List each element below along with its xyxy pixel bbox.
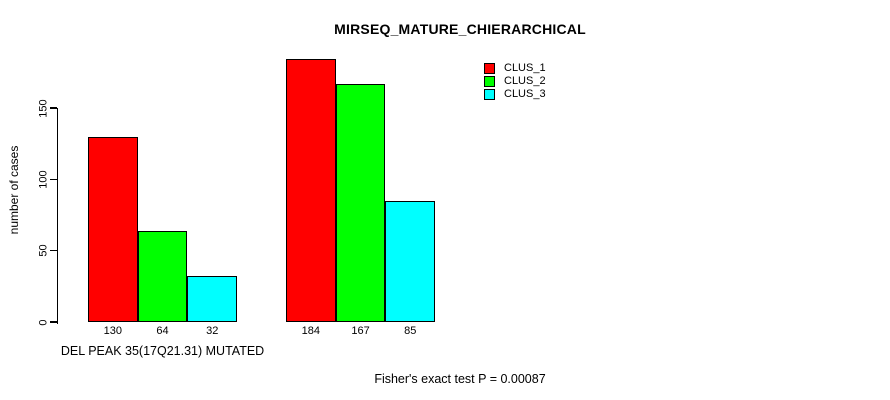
y-axis-tick-label: 150 [37,98,50,118]
legend-row: CLUS_2 [484,75,546,88]
legend-swatch-icon [484,63,495,74]
bar-clus_1-group2 [286,59,336,322]
legend-label: CLUS_1 [504,62,546,74]
y-axis-tick-label: 0 [37,318,50,326]
bar-value-label: 85 [404,325,417,337]
y-axis-tick [49,249,57,252]
legend-label: CLUS_3 [504,88,546,100]
legend-row: CLUS_1 [484,62,546,75]
bar-value-label: 130 [103,325,123,337]
x-category-label: DEL PEAK 35(17Q21.31) MUTATED [60,344,265,358]
bar-clus_3-group1 [187,276,238,322]
y-axis-tick [49,107,57,109]
bar-clus_2-group2 [335,83,386,322]
bar-value-label: 32 [206,325,219,337]
y-axis-line [56,108,58,324]
annotation-text: Fisher's exact test P = 0.00087 [374,372,546,386]
legend-row: CLUS_3 [484,88,546,101]
bar-value-label: 184 [301,325,321,337]
bar-clus_2-group1 [137,230,188,322]
bar-clus_3-group2 [385,200,436,322]
bar-clus_1-group1 [88,136,138,322]
legend: CLUS_1 CLUS_2 CLUS_3 [484,62,546,101]
legend-swatch-icon [484,89,495,100]
chart-title: MIRSEQ_MATURE_CHIERARCHICAL [334,21,586,37]
y-axis-tick-label: 50 [37,244,50,257]
legend-label: CLUS_2 [504,75,546,87]
bar-value-label: 167 [351,325,370,337]
y-axis-tick [49,321,57,323]
y-axis-tick [49,178,57,181]
bar-value-label: 64 [156,325,169,337]
y-axis-label: number of cases [7,145,21,235]
y-axis-tick-label: 100 [37,170,50,189]
legend-swatch-icon [484,76,495,87]
